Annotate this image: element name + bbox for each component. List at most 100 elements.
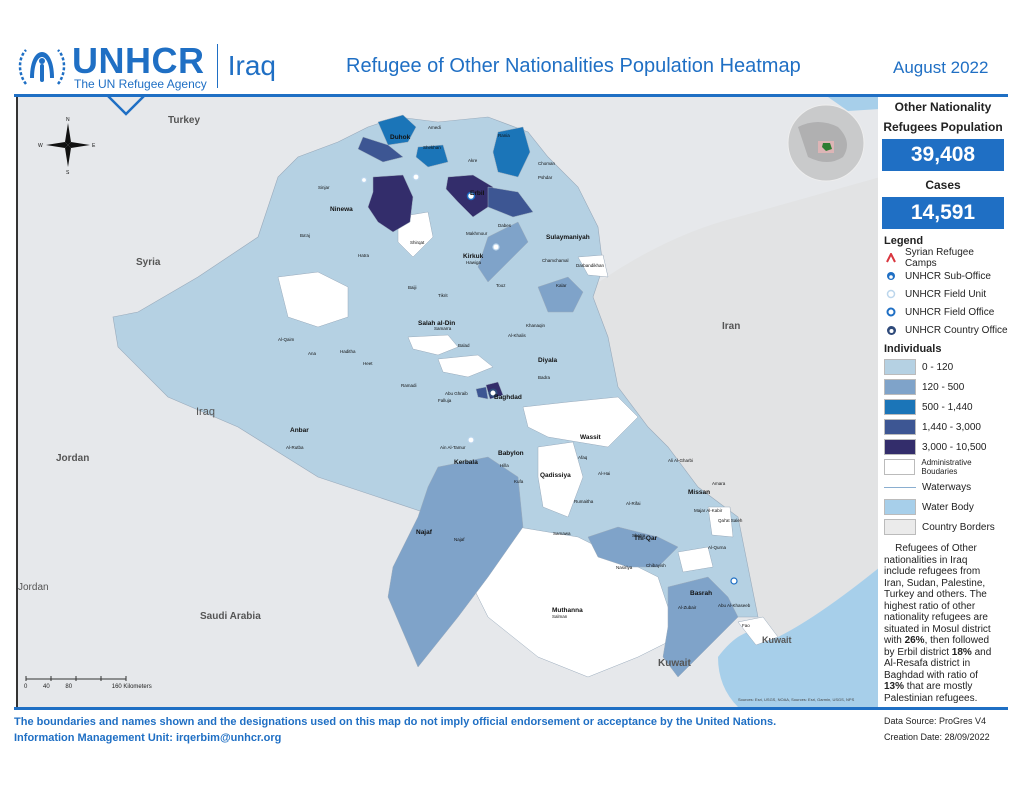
legend-other: Water Body — [884, 497, 1008, 517]
svg-text:Afaq: Afaq — [578, 455, 588, 460]
svg-text:Turkey: Turkey — [168, 115, 200, 126]
legend-other: Country Borders — [884, 517, 1008, 537]
map-canvas[interactable]: Turkey Syria Iran Iraq Jordan Jordan Sau… — [16, 97, 878, 707]
legend-class: 0 - 120 — [884, 357, 1008, 377]
svg-text:Tikrit: Tikrit — [438, 293, 448, 298]
svg-text:Al-Zubair: Al-Zubair — [678, 605, 697, 610]
erbil-office-icon[interactable] — [466, 191, 476, 201]
svg-text:Salman: Salman — [552, 614, 568, 619]
svg-text:Majar Al-Kabir: Majar Al-Kabir — [694, 508, 723, 513]
svg-text:Thi-Qar: Thi-Qar — [634, 535, 658, 542]
svg-text:Nasiriya: Nasiriya — [616, 565, 633, 570]
desc-part: , then followed by Erbil district — [884, 635, 990, 658]
field-office-icon — [884, 307, 898, 317]
legend-class: 120 - 500 — [884, 377, 1008, 397]
admin-boundary-swatch — [884, 459, 916, 475]
scale-bar — [25, 676, 127, 681]
svg-text:Kufa: Kufa — [514, 479, 524, 484]
country-office-icon — [884, 325, 898, 336]
org-tagline: The UN Refugee Agency — [74, 77, 207, 91]
data-source: Data Source: ProGres V4 — [884, 716, 987, 726]
svg-text:Abu Ghraib: Abu Ghraib — [445, 391, 468, 396]
svg-text:Balad: Balad — [458, 343, 470, 348]
svg-text:Shirqat: Shirqat — [410, 240, 425, 245]
svg-text:Babylon: Babylon — [498, 450, 524, 457]
population-value: 39,408 — [882, 139, 1004, 171]
individuals-title: Individuals — [884, 343, 942, 355]
basrah-region — [662, 576, 739, 678]
header-notch — [107, 96, 145, 116]
svg-text:Ba'aj: Ba'aj — [300, 233, 310, 238]
svg-text:Fao: Fao — [742, 623, 750, 628]
logo-divider — [216, 44, 218, 88]
contact-link[interactable]: Information Management Unit: irqerbim@un… — [14, 732, 282, 744]
svg-text:Ninewa: Ninewa — [330, 206, 353, 213]
svg-text:Jordan: Jordan — [56, 453, 89, 464]
legend-class: 3,000 - 10,500 — [884, 437, 1008, 457]
svg-text:Al-Qurna: Al-Qurna — [708, 545, 727, 550]
svg-text:Hawiga: Hawiga — [466, 260, 482, 265]
svg-text:E: E — [92, 143, 96, 149]
svg-text:Amedi: Amedi — [428, 125, 441, 130]
svg-text:Akre: Akre — [468, 158, 478, 163]
resafa-percent: 13% — [884, 681, 905, 692]
svg-text:Shatra: Shatra — [632, 533, 646, 538]
country-name: Iraq — [227, 50, 276, 81]
svg-text:Hilla: Hilla — [500, 463, 509, 468]
svg-text:Haditha: Haditha — [340, 349, 356, 354]
map-attribution: Sources: Esri, USGS, NOAA, Sources: Esri… — [738, 697, 855, 702]
class-swatch — [884, 359, 916, 375]
svg-text:Pshdar: Pshdar — [538, 175, 553, 180]
svg-text:Amara: Amara — [712, 481, 726, 486]
legend-label: UNHCR Field Office — [905, 306, 995, 318]
svg-text:Syria: Syria — [136, 257, 161, 268]
scale-tick: 80 — [65, 684, 73, 690]
svg-text:Saudi Arabia: Saudi Arabia — [200, 611, 261, 622]
svg-text:Ali Al-Gharbi: Ali Al-Gharbi — [668, 458, 693, 463]
org-name: UNHCR — [72, 40, 205, 81]
svg-text:Anbar: Anbar — [290, 427, 309, 434]
population-label-2: Refugees Population — [883, 120, 1003, 134]
svg-text:Wassit: Wassit — [580, 434, 602, 441]
svg-text:Diyala: Diyala — [538, 357, 558, 364]
svg-text:Abu Al-Khaseeb: Abu Al-Khaseeb — [718, 603, 751, 608]
header-divider — [14, 94, 1008, 97]
field-unit-icon[interactable] — [412, 173, 420, 181]
description-text: Refugees of Other nationalities in Iraq … — [878, 537, 1008, 704]
disclaimer: The boundaries and names shown and the d… — [14, 716, 777, 728]
svg-text:Al-Hai: Al-Hai — [598, 471, 610, 476]
svg-text:Dabes: Dabes — [498, 223, 512, 228]
legend-label: UNHCR Field Unit — [905, 288, 987, 300]
svg-text:Ramadi: Ramadi — [401, 383, 417, 388]
svg-text:Jordan: Jordan — [18, 582, 49, 593]
cases-label: Cases — [925, 178, 961, 192]
svg-text:Ain Al-Tamur: Ain Al-Tamur — [440, 445, 466, 450]
svg-text:W: W — [38, 143, 43, 149]
desc-part: Refugees of Other nationalities in Iraq … — [884, 543, 991, 646]
legend-other: Administrative Boudaries — [884, 457, 1008, 477]
scale-tick: 160 Kilometers — [111, 684, 152, 690]
svg-text:Sinjar: Sinjar — [318, 185, 330, 190]
footer-divider — [14, 707, 1008, 710]
svg-text:Qadissiya: Qadissiya — [540, 472, 571, 479]
class-swatch — [884, 379, 916, 395]
svg-text:Falluja: Falluja — [438, 398, 452, 403]
svg-text:Erbil: Erbil — [470, 190, 485, 197]
erbil-percent: 18% — [951, 646, 972, 658]
water-body-swatch — [884, 499, 916, 515]
country-office-icon[interactable] — [488, 388, 498, 398]
svg-text:Samawa: Samawa — [553, 531, 571, 536]
legend-class: 1,440 - 3,000 — [884, 417, 1008, 437]
map-svg: Turkey Syria Iran Iraq Jordan Jordan Sau… — [18, 97, 878, 707]
legend-label: Waterways — [922, 481, 972, 493]
north-arrow-icon: N S E W — [38, 117, 96, 176]
svg-text:Heet: Heet — [363, 361, 373, 366]
legend-item: Syrian Refugee Camps — [884, 247, 1008, 269]
persian-gulf — [718, 568, 878, 707]
svg-text:Kirkuk: Kirkuk — [463, 253, 484, 260]
svg-text:Kerbala: Kerbala — [454, 459, 478, 466]
svg-text:Makhmour: Makhmour — [466, 231, 488, 236]
svg-text:Darbandikhan: Darbandikhan — [576, 263, 605, 268]
svg-text:Kuwait: Kuwait — [658, 658, 691, 669]
desc-part: that are mostly Palestinian refugees. — [884, 681, 978, 704]
